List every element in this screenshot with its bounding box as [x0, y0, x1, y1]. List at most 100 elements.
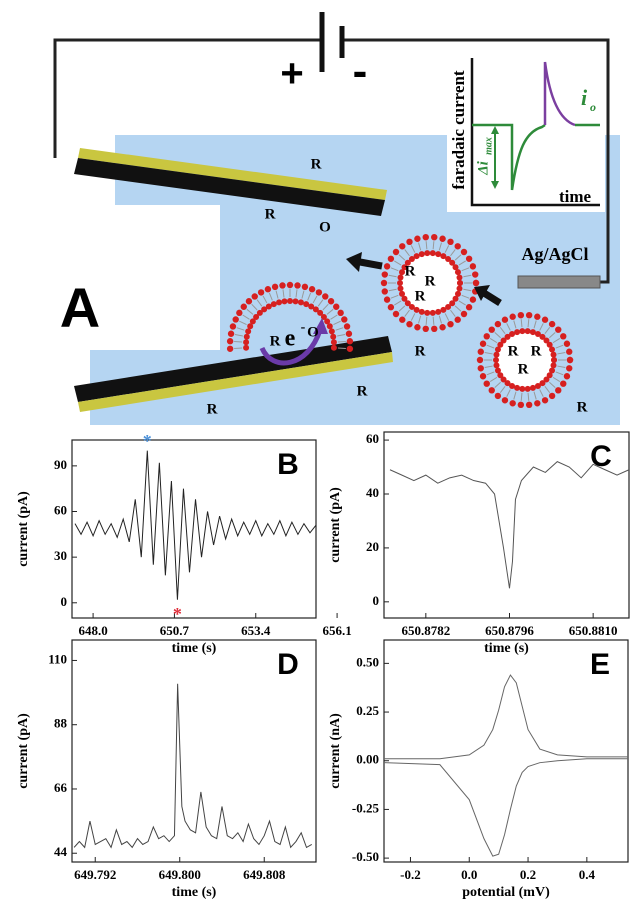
lipid-head [279, 282, 286, 289]
lipid-head [243, 344, 250, 351]
y-tick-label: 44 [54, 844, 68, 859]
inset-y-label: faradaic current [449, 70, 468, 189]
arrowhead [346, 252, 362, 272]
trace [389, 461, 630, 589]
lipid-tail [337, 340, 346, 343]
wire [342, 38, 610, 284]
lipid-tail [418, 242, 422, 251]
lipid-head [440, 306, 447, 313]
lipid-head [454, 269, 461, 276]
reference-rod [517, 275, 601, 289]
arrowhead [474, 285, 490, 301]
lipid-tail [549, 332, 556, 339]
lipid-head [529, 384, 536, 391]
lipid-head [414, 324, 421, 331]
lipid-head [457, 280, 463, 286]
lipid-head [548, 392, 556, 400]
lipid-head [330, 339, 337, 346]
y-tick-label: 0 [61, 594, 68, 609]
lipid-tail [410, 245, 416, 253]
lipid-head [399, 243, 406, 250]
lipid-tail [544, 386, 551, 394]
y-tick-label: 88 [54, 716, 68, 731]
lipid-tail [398, 305, 406, 312]
lipid-head [449, 300, 456, 307]
lipid-head [317, 309, 324, 316]
species: R [311, 156, 322, 172]
species: O [319, 219, 331, 235]
lipid-head [312, 306, 319, 313]
plot-frame [383, 639, 629, 863]
lipid-tail [307, 292, 312, 301]
lipid-head [287, 298, 293, 304]
lipid-tail [544, 326, 551, 334]
lipid-head [330, 333, 337, 340]
lipid-tail [330, 314, 338, 320]
lipid-tail [539, 389, 544, 397]
lipid-tail [337, 334, 346, 337]
lipid-head [297, 299, 304, 306]
lipid-head [555, 326, 562, 333]
lipid-tail [239, 320, 247, 326]
x-axis-label: time (s) [484, 641, 529, 656]
lipid-head [549, 346, 556, 353]
lipid-tail [552, 337, 561, 344]
species: R [425, 273, 436, 289]
trace [73, 683, 313, 849]
electron-transfer-arrow [259, 329, 323, 366]
lipid-tail [486, 371, 495, 376]
x-tick-label: 653.4 [241, 623, 271, 638]
y-tick-label: 90 [54, 457, 67, 472]
lipid-head [404, 259, 411, 266]
electron-charge: - [301, 320, 306, 335]
lipid-head [549, 367, 556, 374]
lipid-head [308, 303, 315, 310]
lipid-tail [458, 300, 466, 306]
lipid-tail [398, 254, 406, 261]
x-tick-label: 650.8810 [569, 623, 618, 638]
lipid-tail [234, 334, 243, 337]
lipid-head [534, 382, 541, 389]
panel-letter: D [277, 648, 299, 681]
lipid-head [232, 316, 239, 323]
lipid-head [479, 340, 487, 347]
lipid-tail [484, 365, 493, 369]
lipid-tail [251, 303, 258, 311]
lipid-head [483, 380, 490, 387]
lipid-head [541, 316, 549, 323]
lipid-head [257, 289, 265, 296]
vesicle-core [400, 253, 460, 313]
lipid-head [399, 269, 406, 276]
lipid-tail [282, 289, 285, 298]
current-sub: o [590, 100, 596, 114]
lipid-head [517, 401, 525, 409]
y-tick-label: -0.25 [352, 800, 380, 815]
panel-letter: A [60, 276, 100, 339]
lipid-tail [317, 299, 324, 307]
trace [383, 758, 628, 857]
lipid-head [292, 298, 299, 305]
lipid-tail [520, 392, 523, 401]
plot-frame [71, 439, 317, 619]
lipid-head [328, 328, 335, 335]
inset [447, 52, 605, 212]
lipid-head [337, 309, 344, 317]
lipid-head [494, 392, 502, 400]
lipid-head [456, 285, 463, 292]
lipid-tail [454, 305, 462, 312]
lipid-head [324, 318, 331, 325]
lipid-tail [236, 327, 245, 331]
lipid-head [346, 345, 354, 352]
lipid-tail [335, 327, 344, 331]
lipid-head [435, 251, 442, 258]
inset-spike [543, 61, 576, 127]
lipid-head [493, 357, 499, 363]
y-tick-label: 30 [54, 548, 67, 563]
trace [384, 674, 628, 760]
lipid-head [550, 362, 557, 369]
lipid-head [327, 298, 335, 305]
lipid-tail [394, 260, 402, 266]
lipid-head [418, 251, 425, 258]
lipid-head [566, 348, 573, 355]
lipid-head [551, 357, 557, 363]
